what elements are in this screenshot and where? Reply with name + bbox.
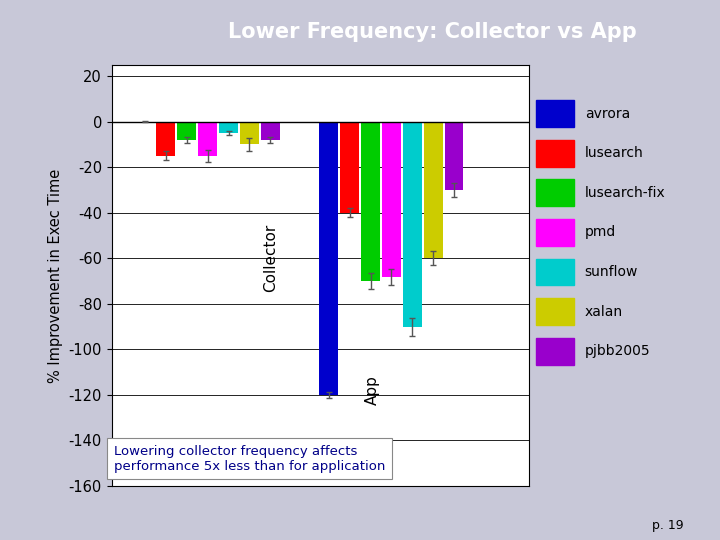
Bar bbox=[361, 122, 380, 281]
Bar bbox=[536, 259, 575, 285]
Bar bbox=[156, 122, 175, 156]
Bar bbox=[424, 122, 443, 258]
Bar bbox=[382, 122, 401, 276]
Bar bbox=[536, 140, 575, 166]
Bar bbox=[536, 179, 575, 206]
Text: p. 19: p. 19 bbox=[652, 519, 684, 532]
Bar bbox=[445, 122, 464, 190]
Text: pjbb2005: pjbb2005 bbox=[585, 344, 650, 358]
Text: lusearch-fix: lusearch-fix bbox=[585, 186, 665, 200]
Bar bbox=[536, 100, 575, 127]
Bar bbox=[198, 122, 217, 156]
Bar bbox=[261, 122, 279, 140]
Text: pmd: pmd bbox=[585, 225, 616, 239]
Text: xalan: xalan bbox=[585, 305, 623, 319]
Bar bbox=[177, 122, 196, 140]
Text: App: App bbox=[365, 375, 380, 406]
Bar bbox=[536, 219, 575, 246]
Bar bbox=[219, 122, 238, 133]
Text: avrora: avrora bbox=[585, 106, 630, 120]
Text: sunflow: sunflow bbox=[585, 265, 638, 279]
Text: lusearch: lusearch bbox=[585, 146, 644, 160]
Y-axis label: % Improvement in Exec Time: % Improvement in Exec Time bbox=[48, 168, 63, 382]
Bar bbox=[536, 298, 575, 325]
Bar bbox=[403, 122, 422, 327]
Text: Lowering collector frequency affects
performance 5x less than for application: Lowering collector frequency affects per… bbox=[114, 444, 385, 472]
Bar bbox=[341, 122, 359, 213]
Bar bbox=[320, 122, 338, 395]
Text: Lower Frequency: Collector vs App: Lower Frequency: Collector vs App bbox=[228, 22, 636, 43]
Text: Collector: Collector bbox=[263, 224, 278, 293]
Bar bbox=[536, 338, 575, 365]
Bar bbox=[240, 122, 258, 145]
